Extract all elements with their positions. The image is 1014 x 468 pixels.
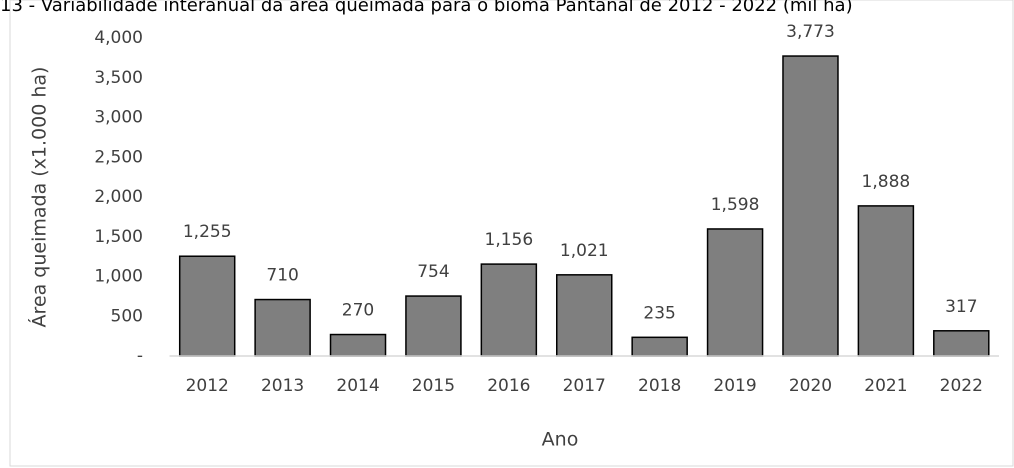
data-label: 3,773 [786,22,835,42]
y-tick-label: 500 [111,306,143,326]
data-label: 1,255 [183,222,232,242]
bar [631,336,688,357]
chart-frame [9,0,1014,467]
bar [480,263,538,357]
bar [178,255,236,357]
data-label: 1,598 [711,195,760,215]
x-tick-label: 2021 [864,376,907,396]
x-tick-label: 2020 [789,376,832,396]
bar [782,55,839,357]
x-tick-label: 2016 [487,376,530,396]
x-tick-label: 2012 [186,376,229,396]
data-label: 754 [417,262,449,282]
y-tick-label: 3,000 [94,108,143,128]
data-label: 710 [266,266,298,286]
x-tick-label: 2019 [713,376,756,396]
y-tick-label: 4,000 [94,28,143,48]
data-label: 1,021 [560,241,609,261]
y-tick-label: 1,500 [94,227,143,247]
data-label: 235 [643,303,675,323]
x-tick-label: 2018 [638,376,681,396]
y-tick-label: 3,500 [94,68,143,88]
x-axis-label: Ano [542,429,579,451]
x-tick-label: 2014 [336,376,379,396]
bar [329,333,387,357]
bar [405,295,462,357]
y-tick-label: 2,500 [94,147,143,167]
x-tick-label: 2022 [940,376,983,396]
bar [933,330,990,357]
bar [857,205,915,357]
data-label: 317 [945,297,977,317]
y-tick-label: - [137,346,143,366]
bar [556,274,613,357]
y-axis-label: Área queimada (x1.000 ha) [28,67,51,328]
chart-title: 13 - Variabilidade interanual da área qu… [0,0,853,16]
data-label: 1,888 [862,172,911,192]
x-tick-label: 2017 [563,376,606,396]
y-tick-label: 2,000 [94,187,143,207]
data-label: 270 [342,301,374,321]
y-tick-label: 1,000 [94,267,143,287]
bar [254,298,311,357]
x-tick-label: 2015 [412,376,455,396]
bar [706,228,764,357]
data-label: 1,156 [485,230,534,250]
x-tick-label: 2013 [261,376,304,396]
